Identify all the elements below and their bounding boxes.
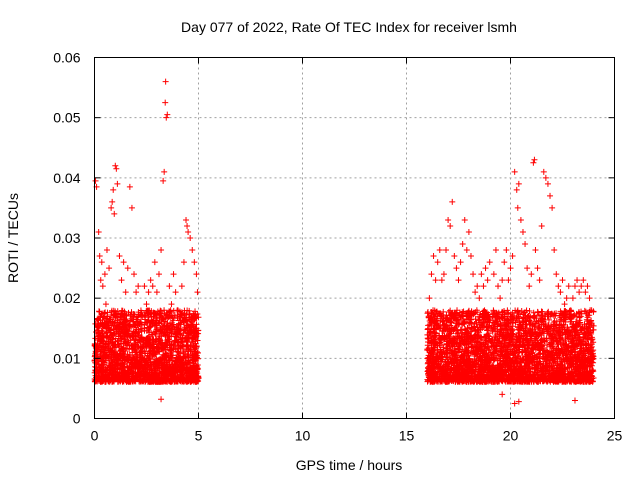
chart-title: Day 077 of 2022, Rate Of TEC Index for r… [181, 19, 517, 35]
data-point [96, 308, 103, 315]
data-point [118, 307, 125, 314]
data-point [147, 323, 154, 330]
data-points [91, 78, 597, 407]
